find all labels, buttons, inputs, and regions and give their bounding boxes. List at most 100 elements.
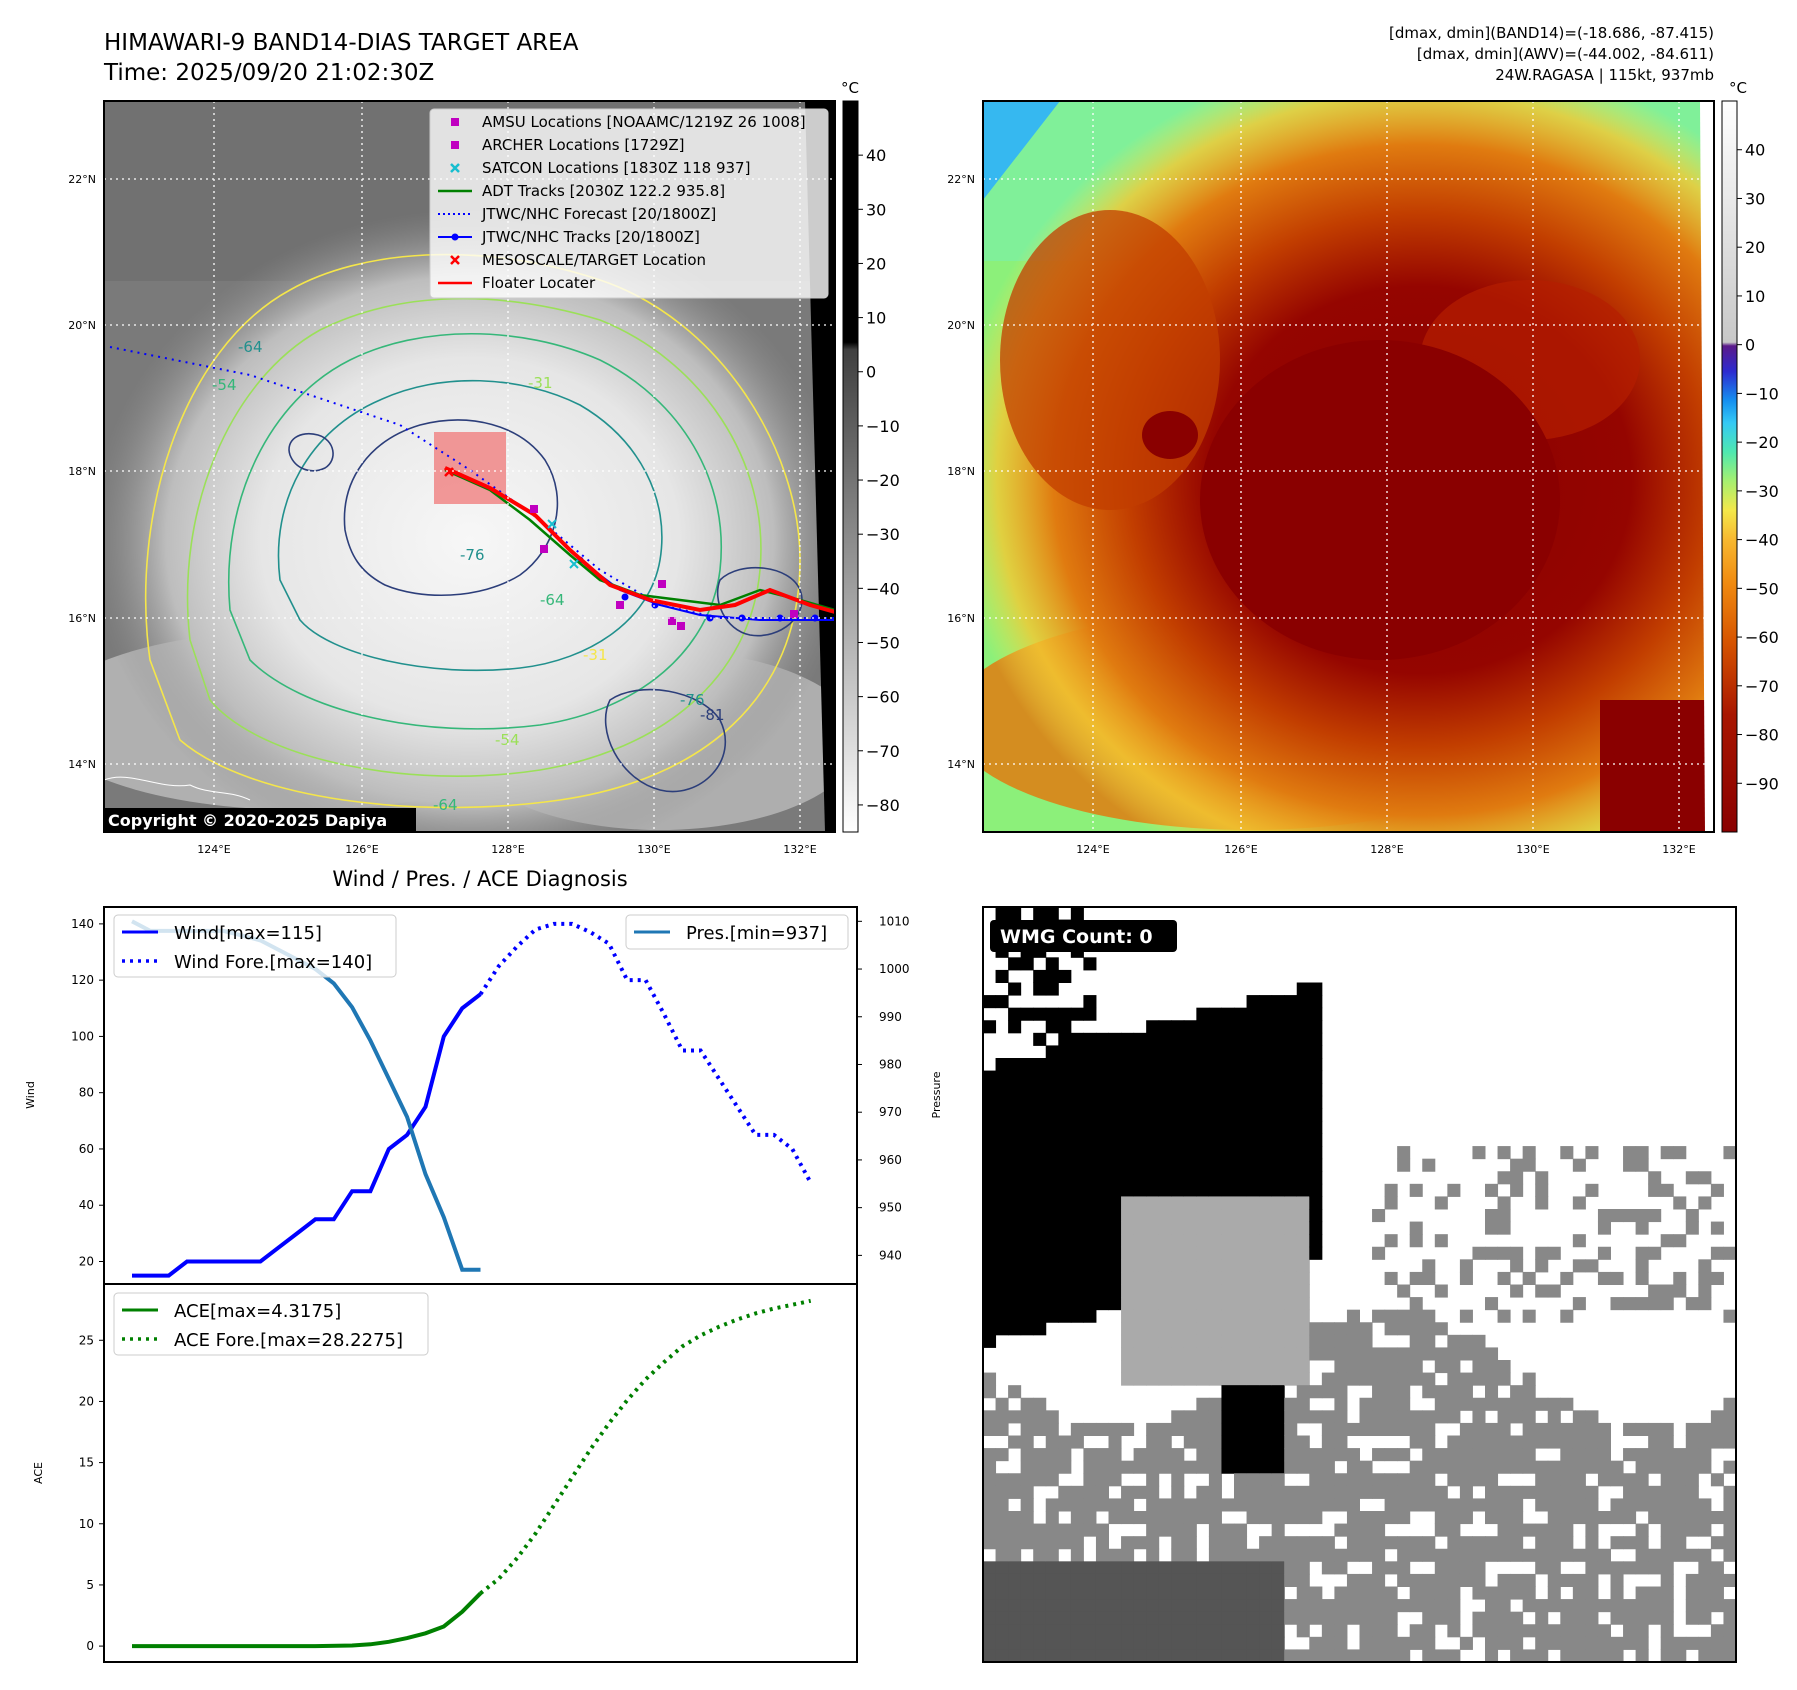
wmg-cell — [1033, 1448, 1047, 1462]
wmg-cell — [1158, 1158, 1172, 1172]
wmg-cell — [1623, 1498, 1637, 1512]
wmg-cell — [1033, 1599, 1047, 1613]
wmg-cell — [1535, 1611, 1549, 1625]
wmg-cell — [1372, 1611, 1386, 1625]
wmg-cell — [1196, 1309, 1210, 1323]
wmg-cell — [1183, 1322, 1197, 1336]
wmg-cell — [1171, 1347, 1185, 1361]
wmg-cell — [1698, 1422, 1712, 1436]
wmg-cell — [1183, 1511, 1197, 1525]
wmg-cell — [1234, 1636, 1248, 1650]
lat-label: 22°N — [947, 173, 975, 186]
wmg-cell — [1121, 1045, 1135, 1059]
wmg-cell — [1409, 1473, 1423, 1487]
wmg-cell — [1070, 1083, 1084, 1097]
wmg-cell — [1234, 1649, 1248, 1663]
wmg-cell — [1146, 1511, 1160, 1525]
y-right-tick-label: 990 — [879, 1010, 902, 1024]
wmg-cell — [995, 1611, 1009, 1625]
wmg-cell — [1083, 1108, 1097, 1122]
wmg-cell — [983, 995, 997, 1009]
wmg-cell — [1485, 1246, 1499, 1260]
wmg-cell — [1296, 1146, 1310, 1160]
wmg-cell — [1309, 1108, 1323, 1122]
wmg-cell — [1058, 1070, 1072, 1084]
wmg-cell — [1422, 1573, 1436, 1587]
wmg-cell — [1058, 1536, 1072, 1550]
wmg-cell — [1472, 1573, 1486, 1587]
wmg-cell — [1196, 1133, 1210, 1147]
wmg-cell — [1422, 1309, 1436, 1323]
wmg-cell — [1259, 1045, 1273, 1059]
wmg-cell — [1723, 1410, 1737, 1424]
wmg-cell — [1610, 1586, 1624, 1600]
wmg-cell — [1208, 1372, 1222, 1386]
wmg-cell — [995, 1561, 1009, 1575]
wmg-cell — [1146, 1183, 1160, 1197]
wmg-cell — [1221, 1171, 1235, 1185]
wmg-cell — [1196, 1271, 1210, 1285]
legend-label: AMSU Locations [NOAAMC/1219Z 26 1008] — [482, 113, 806, 131]
wmg-cell — [1158, 1334, 1172, 1348]
wmg-cell — [1020, 1095, 1034, 1109]
wmg-cell — [1158, 1649, 1172, 1663]
wmg-cell — [1422, 1259, 1436, 1273]
wmg-cell — [1183, 1309, 1197, 1323]
wmg-cell — [983, 1624, 997, 1638]
wmg-cell — [1585, 1599, 1599, 1613]
wmg-cell — [1183, 1058, 1197, 1072]
wmg-cell — [1234, 1599, 1248, 1613]
colorbar-tick-label: −30 — [866, 525, 900, 544]
wmg-cell — [1472, 1146, 1486, 1160]
wmg-cell — [1660, 1536, 1674, 1550]
wmg-cell — [1158, 1347, 1172, 1361]
wmg-cell — [1146, 1221, 1160, 1235]
wmg-cell — [1560, 1448, 1574, 1462]
wmg-cell — [1447, 1183, 1461, 1197]
wmg-cell — [1485, 1385, 1499, 1399]
wmg-cell — [1472, 1473, 1486, 1487]
wmg-cell — [1083, 1573, 1097, 1587]
wmg-cell — [995, 1259, 1009, 1273]
wmg-cell — [1384, 1586, 1398, 1600]
wmg-cell — [1422, 1334, 1436, 1348]
wmg-cell — [1208, 1511, 1222, 1525]
wmg-cell — [1522, 1410, 1536, 1424]
wmg-cell — [1572, 1422, 1586, 1436]
wmg-cell — [1033, 1410, 1047, 1424]
lat-label: 20°N — [68, 319, 96, 332]
wmg-cell — [1083, 1485, 1097, 1499]
wmg-cell — [1234, 1246, 1248, 1260]
wmg-cell — [1409, 1548, 1423, 1562]
wmg-cell — [1234, 1284, 1248, 1298]
wmg-cell — [1121, 1599, 1135, 1613]
wmg-cell — [1284, 1397, 1298, 1411]
wmg-cell — [1497, 1422, 1511, 1436]
figure-time: Time: 2025/09/20 21:02:30Z — [103, 60, 434, 86]
wmg-cell — [1259, 1158, 1273, 1172]
wmg-cell — [1296, 1007, 1310, 1021]
wmg-cell — [1196, 1020, 1210, 1034]
wmg-cell — [1070, 1146, 1084, 1160]
wmg-cell — [1133, 1485, 1147, 1499]
wmg-cell — [1271, 1649, 1285, 1663]
wmg-cell — [1196, 1573, 1210, 1587]
wmg-cell — [1121, 1511, 1135, 1525]
wmg-cell — [1045, 1234, 1059, 1248]
wmg-cell — [1083, 1561, 1097, 1575]
wmg-cell — [995, 1473, 1009, 1487]
wmg-cell — [1171, 1460, 1185, 1474]
wmg-cell — [1246, 1435, 1260, 1449]
wmg-cell — [1058, 1234, 1072, 1248]
wmg-cell — [1171, 1410, 1185, 1424]
wmg-cell — [1271, 1548, 1285, 1562]
wmg-cell — [1535, 1473, 1549, 1487]
wmg-cell — [1660, 1435, 1674, 1449]
wmg-cell — [1045, 1007, 1059, 1021]
wmg-cell — [983, 1372, 997, 1386]
wmg-cell — [1020, 1422, 1034, 1436]
wmg-cell — [1121, 1209, 1135, 1223]
wmg-cell — [1183, 1234, 1197, 1248]
contour-label: -54 — [495, 731, 520, 749]
wmg-cell — [1196, 1511, 1210, 1525]
